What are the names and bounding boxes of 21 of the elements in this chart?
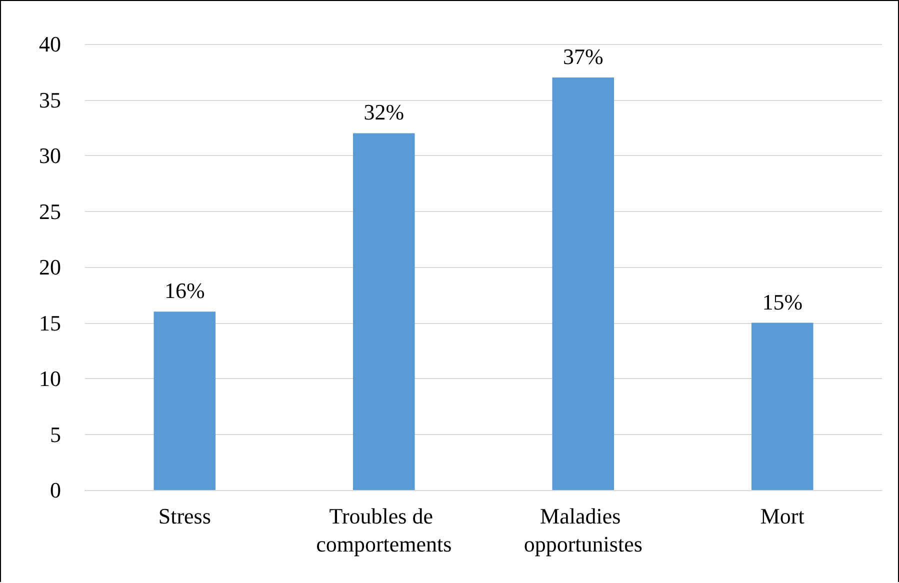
y-tick-label: 35 (39, 87, 61, 112)
bar (751, 322, 814, 490)
y-tick-label: 5 (50, 422, 61, 447)
bar (154, 312, 216, 490)
data-label: 32% (364, 100, 404, 125)
data-label: 15% (762, 289, 803, 314)
data-label: 37% (562, 44, 604, 69)
x-tick-label: Stress (158, 504, 211, 528)
bar (352, 133, 415, 490)
x-tick-label: Mort (760, 504, 804, 528)
y-tick-label: 0 (50, 478, 61, 502)
x-tick-label: Maladies opportunistes (524, 504, 642, 556)
y-tick-label: 10 (39, 366, 61, 391)
y-tick-label: 30 (39, 143, 61, 168)
bar (552, 77, 614, 490)
x-tick-label: Troubles de comportements (316, 504, 452, 556)
y-tick-label: 20 (39, 254, 61, 280)
y-tick-label: 40 (39, 32, 61, 56)
y-tick-label: 25 (39, 198, 61, 224)
data-label: 16% (164, 278, 205, 304)
y-tick-label: 15 (39, 310, 61, 336)
